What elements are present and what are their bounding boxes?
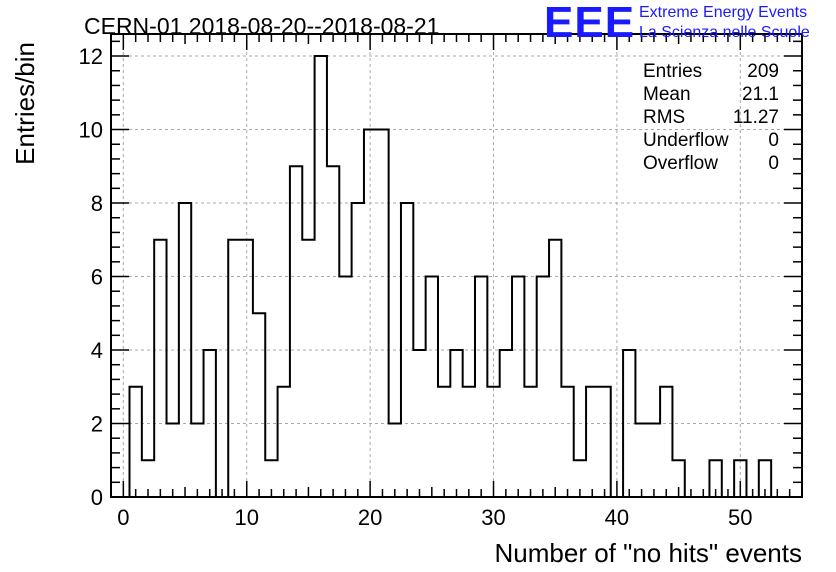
y-tick-label: 4: [91, 338, 103, 363]
stats-label: Underflow: [643, 130, 729, 151]
grid-lines: [111, 34, 802, 498]
eee-logo-mark: EEE: [544, 0, 636, 47]
stats-value: 21.1: [742, 84, 779, 105]
eee-logo-text: Extreme Energy Events La Scienza nelle S…: [639, 3, 810, 43]
eee-logo: EEE Extreme Energy Events La Scienza nel…: [544, 0, 834, 47]
y-tick-label: 0: [91, 485, 103, 510]
x-tick-label: 40: [605, 505, 629, 530]
stats-label: Mean: [643, 84, 691, 105]
plot-frame: [110, 33, 803, 498]
tick-labels: 0 10 20 30 40 50 0 2 4 6 8 10 12: [79, 44, 753, 530]
stats-label: Entries: [643, 61, 702, 82]
y-tick-label: 6: [91, 265, 103, 290]
x-tick-label: 10: [234, 505, 258, 530]
stats-value: 0: [768, 130, 779, 151]
x-axis-label: Number of "no hits" events: [495, 538, 803, 568]
y-tick-label: 12: [79, 44, 103, 69]
y-tick-label: 8: [91, 191, 103, 216]
stats-value: 11.27: [733, 107, 779, 128]
y-tick-label: 10: [79, 118, 103, 143]
axis-ticks: [110, 34, 803, 498]
x-tick-label: 30: [481, 505, 505, 530]
stats-value: 209: [747, 61, 779, 82]
x-tick-label: 50: [728, 505, 752, 530]
chart-title: CERN-01 2018-08-20--2018-08-21: [84, 13, 439, 39]
y-axis-label: Entries/bin: [10, 42, 40, 165]
stats-label: RMS: [643, 107, 685, 128]
stats-label: Overflow: [643, 153, 718, 174]
stats-value: 0: [768, 153, 779, 174]
x-tick-label: 0: [117, 505, 129, 530]
y-tick-label: 2: [91, 412, 103, 437]
logo-line-1: Extreme Energy Events: [639, 4, 808, 21]
x-tick-label: 20: [358, 505, 382, 530]
logo-line-2: La Scienza nelle Scuole: [639, 24, 810, 41]
